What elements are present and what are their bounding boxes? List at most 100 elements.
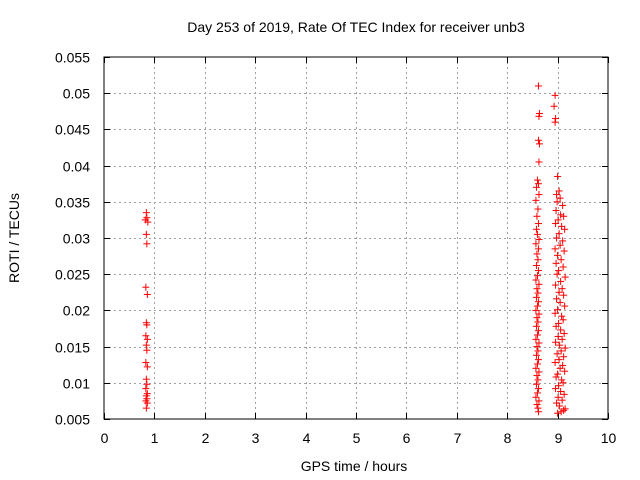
data-point [552, 281, 560, 289]
data-point [535, 158, 543, 166]
data-point [556, 341, 564, 349]
data-point [532, 351, 540, 359]
data-point [558, 396, 566, 404]
data-point [555, 230, 563, 238]
x-tick-label: 2 [202, 430, 210, 446]
data-point [535, 310, 543, 318]
x-axis-label: GPS time / hours [301, 458, 408, 474]
y-tick-label: 0.04 [63, 159, 90, 175]
data-point [534, 385, 542, 393]
data-point [556, 194, 564, 202]
data-point [142, 375, 150, 383]
x-tick-label: 7 [454, 430, 462, 446]
data-point [552, 115, 560, 123]
data-point [143, 240, 151, 248]
data-point [534, 82, 542, 90]
data-point [535, 280, 543, 288]
data-point [555, 288, 563, 296]
x-tick-label: 9 [555, 430, 563, 446]
data-point [553, 198, 561, 206]
data-point [535, 191, 543, 199]
data-point [561, 344, 569, 352]
data-point [535, 397, 543, 405]
data-point [561, 405, 569, 413]
data-point [533, 212, 541, 220]
x-tick-label: 6 [403, 430, 411, 446]
data-point [535, 112, 543, 120]
data-point [533, 272, 541, 280]
data-point [552, 338, 560, 346]
data-point [552, 220, 560, 228]
data-point [535, 368, 543, 376]
data-point [553, 270, 561, 278]
data-point [533, 176, 541, 184]
data-point [560, 390, 568, 398]
data-point [556, 241, 564, 249]
data-point [142, 283, 150, 291]
data-point [560, 247, 568, 255]
y-tick-label: 0.03 [63, 231, 90, 247]
data-point [561, 302, 569, 310]
data-point [556, 402, 564, 410]
data-point [556, 364, 564, 372]
x-tick-label: 10 [601, 430, 617, 446]
data-point [533, 343, 541, 351]
data-point [559, 316, 567, 324]
data-point [552, 259, 560, 267]
data-point [555, 382, 563, 390]
y-tick-label: 0.035 [55, 195, 90, 211]
data-point [553, 191, 561, 199]
data-point [142, 404, 150, 412]
data-point [558, 312, 566, 320]
data-point [534, 220, 542, 228]
grid [104, 57, 608, 419]
data-point [533, 302, 541, 310]
data-point [535, 109, 543, 117]
data-point [143, 321, 151, 329]
data-point [554, 370, 562, 378]
y-tick-label: 0.02 [63, 303, 90, 319]
data-point [534, 376, 542, 384]
data-point [560, 353, 568, 361]
data-point [532, 262, 540, 270]
data-point [534, 318, 542, 326]
data-point [558, 376, 566, 384]
data-point [557, 256, 565, 264]
data-point [532, 225, 540, 233]
data-point [143, 399, 151, 407]
data-point [555, 356, 563, 364]
data-point [535, 339, 543, 347]
data-point [534, 256, 542, 264]
data-point [551, 359, 559, 367]
data-point [551, 309, 559, 317]
y-tick-label: 0.055 [55, 50, 90, 66]
data-point [559, 237, 567, 245]
x-tick-label: 8 [504, 430, 512, 446]
y-tick-label: 0.025 [55, 267, 90, 283]
data-point [534, 404, 542, 412]
data-point [143, 380, 151, 388]
data-point [142, 392, 150, 400]
data-point [532, 293, 540, 301]
data-point [561, 273, 569, 281]
data-point [559, 201, 567, 209]
data-point [534, 298, 542, 306]
data-point [534, 327, 542, 335]
data-point [551, 245, 559, 253]
data-point [557, 211, 565, 219]
data-point [555, 267, 563, 275]
data-point [553, 234, 561, 242]
data-point [560, 330, 568, 338]
data-point [142, 341, 150, 349]
data-point [532, 364, 540, 372]
data-point [533, 285, 541, 293]
data-point [551, 91, 559, 99]
data-point [533, 401, 541, 409]
data-point [552, 373, 560, 381]
data-point [560, 291, 568, 299]
data-point [534, 205, 542, 213]
data-point [143, 335, 151, 343]
data-point [534, 289, 542, 297]
data-point [535, 235, 543, 243]
data-point [532, 183, 540, 191]
